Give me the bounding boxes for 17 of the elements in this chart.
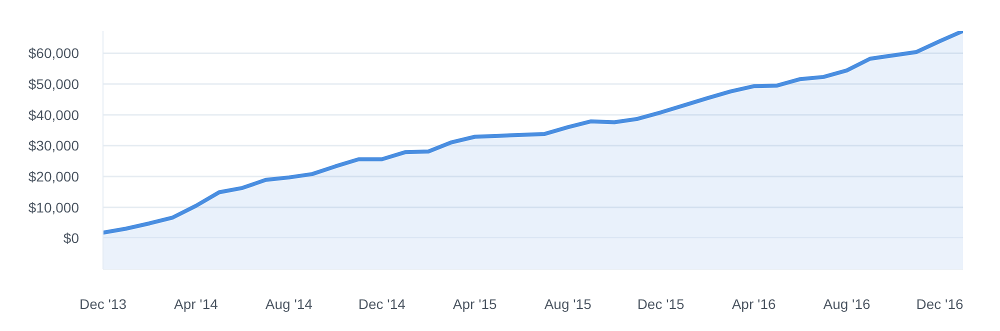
x-tick-label: Aug '15 <box>544 296 592 312</box>
y-tick-label: $40,000 <box>28 106 80 123</box>
y-tick-label: $0 <box>63 230 80 246</box>
x-tick-label: Apr '14 <box>174 296 218 312</box>
x-tick-label: Dec '14 <box>358 296 406 312</box>
x-tick-label: Aug '14 <box>265 296 313 312</box>
y-tick-label: $10,000 <box>28 199 80 216</box>
x-tick-label: Dec '16 <box>916 296 964 312</box>
y-tick-label: $50,000 <box>28 76 80 92</box>
y-tick-label: $60,000 <box>28 45 80 62</box>
x-tick-label: Dec '13 <box>79 296 127 312</box>
y-tick-label: $30,000 <box>28 138 80 154</box>
x-tick-label: Dec '15 <box>637 296 685 312</box>
y-tick-label: $20,000 <box>28 168 80 184</box>
x-tick-label: Apr '15 <box>452 296 498 312</box>
x-tick-label: Apr '16 <box>732 296 776 312</box>
x-tick-label: Aug '16 <box>823 296 871 312</box>
